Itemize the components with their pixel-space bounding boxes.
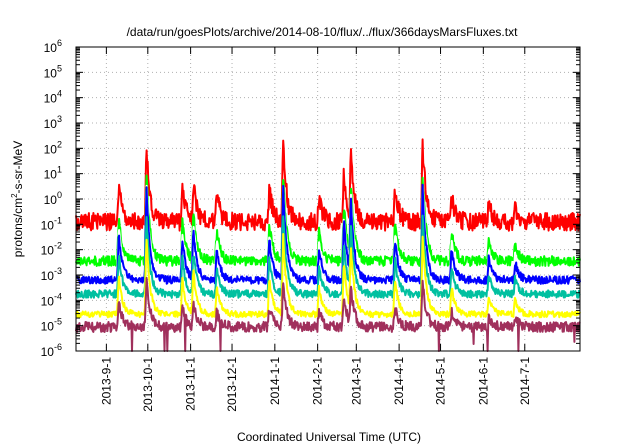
y-axis-label-main: protons/cm [11,198,25,257]
x-tick-label: 2013-11-1 [184,357,198,411]
x-tick-label: 2013-12-1 [225,357,239,412]
x-tick-label: 2014-1-1 [268,357,282,405]
y-axis-label: protons/cm2-s-sr-MeV [10,141,25,257]
series-line-5 [75,214,581,299]
x-tick-label: 2014-4-1 [392,357,406,405]
y-tick-label: 10-5 [41,317,62,334]
x-axis-label: Coordinated Universal Time (UTC) [237,430,421,444]
series-line-2 [75,174,581,268]
x-tick-label: 2014-3-1 [349,357,363,405]
y-tick-label: 10-6 [41,342,62,359]
x-tick-labels: 2013-9-1 2013-10-1 2013-11-1 2013-12-1 2014-… [99,357,531,412]
x-tick-label: 2013-9-1 [99,357,113,405]
y-tick-label: 10-3 [41,266,62,283]
x-tick-label: 2013-10-1 [141,357,155,412]
x-tick-label: 2014-2-1 [311,357,325,405]
series-layer [75,138,581,352]
y-tick-label: 102 [44,139,62,156]
y-tick-label: 104 [44,89,62,106]
y-tick-label: 106 [44,38,62,55]
y-tick-label: 101 [44,165,62,182]
y-tick-label: 103 [44,114,62,131]
series-line-1 [75,138,581,232]
y-tick-label: 10-2 [41,241,62,258]
x-tick-label: 2014-7-1 [518,357,532,405]
y-tick-label: 100 [44,190,62,207]
y-tick-label: 10-4 [41,291,62,308]
y-axis-label-sup: 2 [10,193,19,198]
y-tick-labels: 10-6 10-5 10-4 10-3 10-2 10-1 100 101 102 103 104 1… [41,38,62,359]
y-axis-label-rest: -s-sr-MeV [11,141,25,194]
series-line-4 [75,183,581,285]
chart-title: /data/run/goesPlots/archive/2014-08-10/f… [127,25,519,39]
series-line-7 [75,276,581,352]
series-line-3 [75,184,581,276]
y-tick-label: 10-1 [41,215,62,232]
series-line-6 [75,233,581,319]
x-tick-label: 2014-5-1 [434,357,448,405]
axis-ticks [76,46,580,352]
x-tick-label: 2014-6-1 [476,357,490,405]
y-tick-label: 105 [44,63,62,80]
